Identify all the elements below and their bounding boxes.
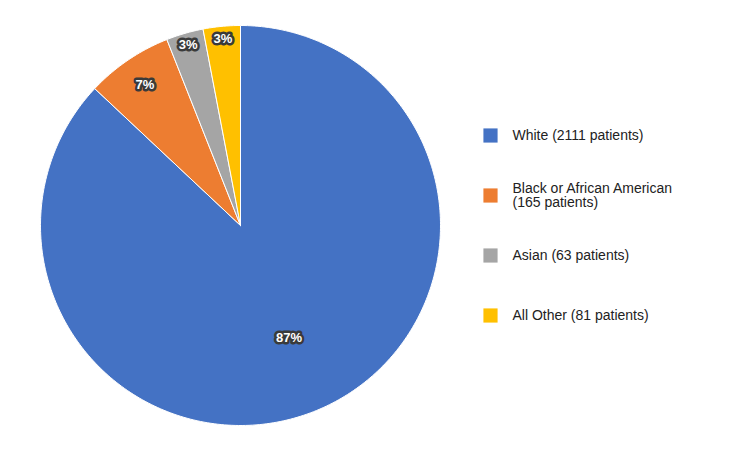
svg-text:White (2111 patients): White (2111 patients) — [513, 127, 644, 143]
svg-text:7%: 7% — [136, 77, 155, 92]
svg-text:All Other (81 patients): All Other (81 patients) — [513, 307, 649, 323]
svg-text:Asian (63 patients): Asian (63 patients) — [513, 247, 630, 263]
svg-text:87%: 87% — [276, 330, 302, 345]
svg-text:3%: 3% — [213, 30, 232, 45]
svg-text:3%: 3% — [179, 37, 198, 52]
svg-text:Black or African American(165: Black or African American(165 patients) — [513, 180, 673, 210]
